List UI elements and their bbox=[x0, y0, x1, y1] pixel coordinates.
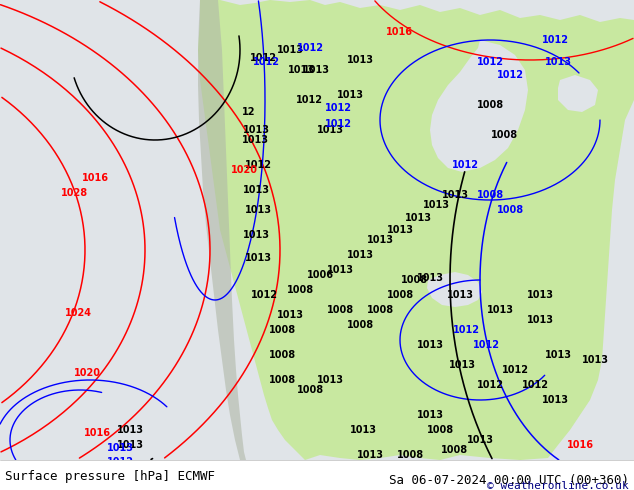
Text: 1024: 1024 bbox=[65, 308, 91, 318]
Text: 1013: 1013 bbox=[117, 425, 143, 435]
Text: 1012: 1012 bbox=[541, 35, 569, 45]
Text: 1016: 1016 bbox=[567, 440, 593, 450]
Text: 1012: 1012 bbox=[297, 43, 323, 53]
Text: 1013: 1013 bbox=[242, 230, 269, 240]
Text: 1013: 1013 bbox=[107, 443, 134, 453]
Text: 1013: 1013 bbox=[545, 350, 571, 360]
Text: 1013: 1013 bbox=[417, 410, 444, 420]
Text: 1008: 1008 bbox=[346, 320, 373, 330]
Text: 1012: 1012 bbox=[477, 380, 503, 390]
Text: 1013: 1013 bbox=[417, 273, 444, 283]
Text: 1013: 1013 bbox=[327, 265, 354, 275]
Text: 1013: 1013 bbox=[404, 213, 432, 223]
Text: 1016: 1016 bbox=[82, 173, 108, 183]
Text: 1013: 1013 bbox=[441, 190, 469, 200]
Text: 1008: 1008 bbox=[491, 130, 519, 140]
Text: 1013: 1013 bbox=[366, 235, 394, 245]
Text: 1028: 1028 bbox=[61, 188, 89, 198]
Text: 1008: 1008 bbox=[327, 305, 354, 315]
Text: 1013: 1013 bbox=[448, 360, 476, 370]
Text: 1008: 1008 bbox=[427, 425, 453, 435]
Text: 1013: 1013 bbox=[545, 57, 571, 67]
Text: 1013: 1013 bbox=[356, 450, 384, 460]
Text: 1008: 1008 bbox=[476, 190, 503, 200]
Text: 1008: 1008 bbox=[268, 375, 295, 385]
Text: 1013: 1013 bbox=[347, 55, 373, 65]
Text: 1020: 1020 bbox=[74, 368, 101, 378]
Text: 1013: 1013 bbox=[302, 65, 330, 75]
Text: 1013: 1013 bbox=[245, 205, 271, 215]
Text: 1013: 1013 bbox=[245, 253, 271, 263]
Text: 1012: 1012 bbox=[451, 160, 479, 170]
Text: 1012: 1012 bbox=[107, 457, 134, 467]
Text: 1013: 1013 bbox=[316, 375, 344, 385]
Text: 1008: 1008 bbox=[476, 100, 503, 110]
Text: Sa 06-07-2024 00:00 UTC (00+360): Sa 06-07-2024 00:00 UTC (00+360) bbox=[389, 473, 629, 487]
Text: 1008: 1008 bbox=[297, 385, 323, 395]
Text: 1012: 1012 bbox=[522, 380, 548, 390]
Text: 1012: 1012 bbox=[325, 119, 351, 129]
Text: 1013: 1013 bbox=[581, 355, 609, 365]
Text: 1013: 1013 bbox=[349, 425, 377, 435]
Text: 1013: 1013 bbox=[287, 65, 314, 75]
Text: 1013: 1013 bbox=[526, 290, 553, 300]
Text: 1012: 1012 bbox=[250, 53, 276, 63]
Text: 1008: 1008 bbox=[268, 350, 295, 360]
Polygon shape bbox=[430, 40, 528, 172]
Text: 1008: 1008 bbox=[268, 325, 295, 335]
Text: 12: 12 bbox=[242, 107, 256, 117]
Text: 1016: 1016 bbox=[84, 428, 110, 438]
Text: 1013: 1013 bbox=[526, 315, 553, 325]
Text: 1006: 1006 bbox=[306, 270, 333, 280]
Text: 1008: 1008 bbox=[496, 205, 524, 215]
Polygon shape bbox=[558, 75, 598, 112]
Text: 1012: 1012 bbox=[472, 340, 500, 350]
Text: 1013: 1013 bbox=[422, 200, 450, 210]
Polygon shape bbox=[198, 0, 634, 460]
Text: 1013: 1013 bbox=[347, 250, 373, 260]
Text: Surface pressure [hPa] ECMWF: Surface pressure [hPa] ECMWF bbox=[5, 469, 215, 483]
Text: 1013: 1013 bbox=[276, 310, 304, 320]
Text: © weatheronline.co.uk: © weatheronline.co.uk bbox=[488, 481, 629, 490]
Text: 1013: 1013 bbox=[242, 125, 269, 135]
Text: 1013: 1013 bbox=[242, 135, 269, 145]
Text: 1008: 1008 bbox=[441, 445, 469, 455]
Text: 1013: 1013 bbox=[486, 305, 514, 315]
Text: 1013: 1013 bbox=[276, 45, 304, 55]
Text: 1008: 1008 bbox=[387, 290, 413, 300]
Text: 1016: 1016 bbox=[385, 27, 413, 37]
Text: 1013: 1013 bbox=[242, 185, 269, 195]
Text: 1012: 1012 bbox=[295, 95, 323, 105]
Text: 1013: 1013 bbox=[446, 290, 474, 300]
Text: 1013: 1013 bbox=[316, 125, 344, 135]
Text: 1012: 1012 bbox=[252, 57, 280, 67]
Polygon shape bbox=[198, 0, 246, 460]
Text: 1012: 1012 bbox=[245, 160, 271, 170]
Text: 1008: 1008 bbox=[366, 305, 394, 315]
Text: 1008: 1008 bbox=[401, 275, 429, 285]
Text: 1013: 1013 bbox=[467, 435, 493, 445]
Text: 1013: 1013 bbox=[541, 395, 569, 405]
Text: 1012: 1012 bbox=[250, 290, 278, 300]
Text: 1012: 1012 bbox=[453, 325, 479, 335]
Text: 1013: 1013 bbox=[337, 90, 363, 100]
Polygon shape bbox=[427, 272, 482, 307]
Text: 1008: 1008 bbox=[396, 450, 424, 460]
Text: 1012: 1012 bbox=[501, 365, 529, 375]
Text: 1008: 1008 bbox=[287, 285, 314, 295]
Text: 1012: 1012 bbox=[496, 70, 524, 80]
Text: 1013: 1013 bbox=[417, 340, 444, 350]
Bar bbox=[0, 460, 634, 490]
Text: 1013: 1013 bbox=[387, 225, 413, 235]
Text: 1012: 1012 bbox=[325, 103, 351, 113]
Text: 1012: 1012 bbox=[477, 57, 503, 67]
Text: 1013: 1013 bbox=[117, 440, 143, 450]
Text: 1020: 1020 bbox=[231, 165, 257, 175]
